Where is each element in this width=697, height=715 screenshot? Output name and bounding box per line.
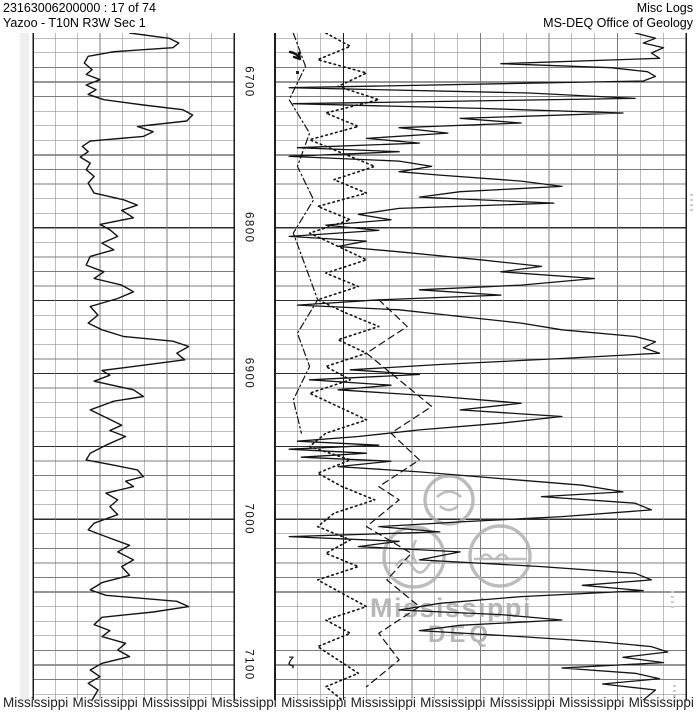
left-track-solid-curve [79,33,194,700]
log-curves [79,33,669,700]
bottom-watermark-row: Mississippi Mississippi Mississippi Mississ… [0,695,697,713]
bottom-watermark-text: Mississippi [3,695,69,710]
header-left: 23163006200000 : 17 of 74 Yazoo - T10N R… [3,1,156,30]
doc-type-label: Misc Logs [636,1,693,15]
deq-logo-doodle [494,553,510,560]
bottom-watermark-text: Mississippi [281,695,347,710]
right-track-dotted-curve [308,33,380,700]
annotation-arrow-icon [288,50,302,61]
bottom-watermark-text: Mississippi [559,695,625,710]
deq-logo-doodle [394,558,441,574]
deq-logo-doodle [478,553,494,560]
page-indicator: 23163006200000 : 17 of 74 [3,1,156,15]
right-track-dashed-curve [365,299,433,688]
annotation-dot [296,71,299,74]
deq-logo-doodle [439,504,459,512]
deq-logo-circle [423,474,475,526]
deq-logo-circle [468,524,532,588]
log-annotations: ζ [288,50,693,702]
bottom-watermark-text: Mississippi [420,695,486,710]
bottom-watermark-text: Mississippi [211,695,277,710]
depth-tick-label: 7000 [242,503,254,535]
depth-labels: 6700 6800 6900 7000 7100 [242,66,254,681]
depth-tick-label: 6700 [242,66,254,98]
depth-tick-label: 7100 [242,649,254,681]
bottom-watermark-text: Mississippi [350,695,416,710]
deq-logo-doodle [411,539,419,565]
log-grid [32,33,687,700]
bottom-watermark-text: Mississippi [142,695,208,710]
deq-logo-doodle [436,490,462,498]
right-track-dash-dot-curve [288,33,319,434]
header-right: Misc Logs MS-DEQ Office of Geology [543,1,693,30]
agency-label: MS-DEQ Office of Geology [543,15,693,30]
depth-tick-label: 6900 [242,358,254,390]
depth-tick-label: 6800 [242,212,254,244]
annotation-squiggle: ζ [288,654,294,669]
well-location: Yazoo - T10N R3W Sec 1 [3,15,146,30]
bottom-watermark-text: Mississippi [628,695,694,710]
right-track-solid-curve [288,33,669,700]
bottom-watermark-text: Mississippi [72,695,138,710]
deq-logo-circle [382,525,446,589]
bottom-watermark-text: Mississippi [489,695,555,710]
